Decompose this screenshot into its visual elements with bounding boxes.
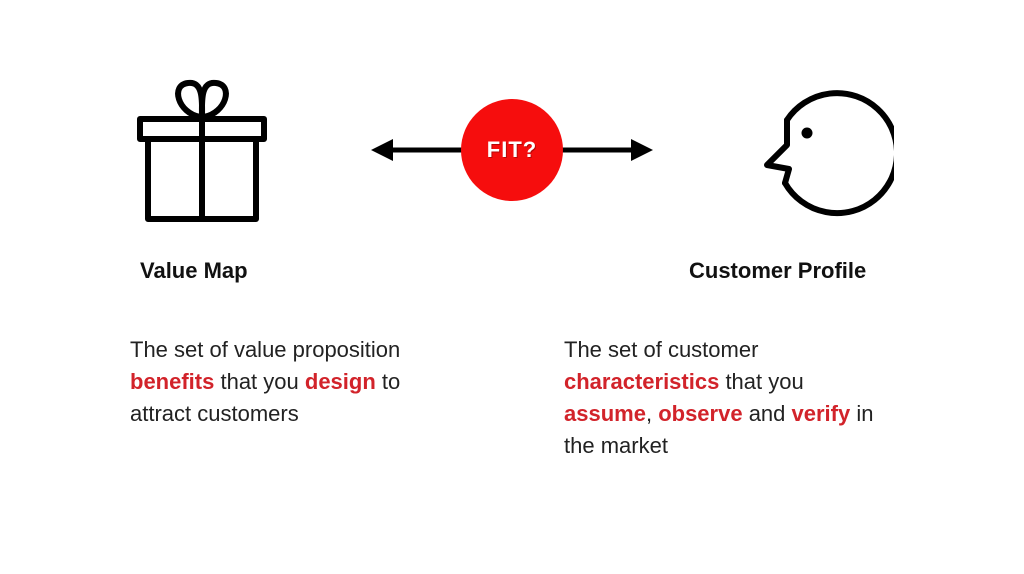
value-map-description: The set of value proposition benefits th… — [130, 334, 460, 462]
diagram-container: FIT? Value Map Customer Profile — [130, 70, 894, 462]
customer-profile-icon-wrap — [749, 75, 894, 225]
fit-connector: FIT? — [461, 99, 563, 201]
fit-label: FIT? — [487, 137, 537, 163]
icons-row: FIT? — [130, 70, 894, 230]
customer-profile-description: The set of customer characteristics that… — [564, 334, 894, 462]
value-map-icon-wrap — [130, 73, 275, 228]
fit-circle: FIT? — [461, 99, 563, 201]
descriptions-row: The set of value proposition benefits th… — [130, 334, 894, 462]
profile-head-icon — [749, 75, 894, 225]
arrow-left-icon — [371, 135, 471, 165]
arrow-right-icon — [553, 135, 653, 165]
headings-row: Value Map Customer Profile — [130, 258, 894, 284]
gift-box-icon — [130, 73, 275, 228]
customer-profile-heading: Customer Profile — [594, 258, 894, 284]
value-map-heading: Value Map — [130, 258, 430, 284]
